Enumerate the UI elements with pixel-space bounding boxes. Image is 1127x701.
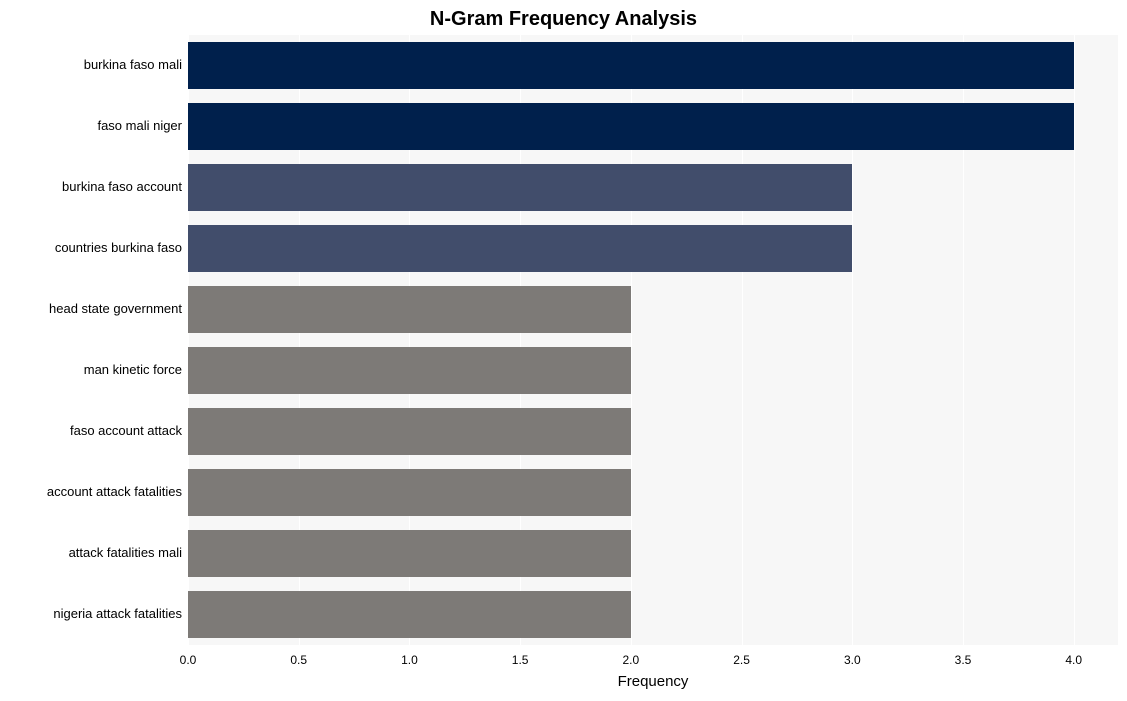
- bar: [188, 530, 631, 576]
- ngram-frequency-chart: N-Gram Frequency Analysis Frequency 0.0 0…: [0, 0, 1127, 701]
- x-tick-label: 0.5: [290, 653, 307, 667]
- bar: [188, 103, 1074, 149]
- chart-title: N-Gram Frequency Analysis: [0, 8, 1127, 31]
- x-tick-label: 1.0: [401, 653, 418, 667]
- y-tick-label: attack fatalities mali: [69, 545, 182, 560]
- y-tick-label: account attack fatalities: [47, 484, 182, 499]
- x-tick-label: 3.5: [955, 653, 972, 667]
- bar: [188, 164, 852, 210]
- y-tick-label: head state government: [49, 301, 182, 316]
- x-tick-label: 2.0: [623, 653, 640, 667]
- bar: [188, 469, 631, 515]
- x-axis-label: Frequency: [90, 673, 1127, 690]
- y-tick-label: nigeria attack fatalities: [53, 606, 182, 621]
- x-tick-label: 0.0: [180, 653, 197, 667]
- x-tick-label: 3.0: [844, 653, 861, 667]
- y-tick-label: faso account attack: [70, 423, 182, 438]
- bar: [188, 286, 631, 332]
- y-tick-label: countries burkina faso: [55, 240, 182, 255]
- x-tick-label: 2.5: [733, 653, 750, 667]
- y-tick-label: burkina faso account: [62, 179, 182, 194]
- plot-area: [188, 35, 1118, 645]
- bar: [188, 408, 631, 454]
- bar: [188, 225, 852, 271]
- bar: [188, 42, 1074, 88]
- x-tick-label: 4.0: [1065, 653, 1082, 667]
- y-tick-label: burkina faso mali: [84, 57, 182, 72]
- y-tick-label: man kinetic force: [84, 362, 182, 377]
- bar: [188, 591, 631, 637]
- y-tick-label: faso mali niger: [97, 118, 182, 133]
- gridline: [1074, 35, 1075, 645]
- x-tick-label: 1.5: [512, 653, 529, 667]
- bar: [188, 347, 631, 393]
